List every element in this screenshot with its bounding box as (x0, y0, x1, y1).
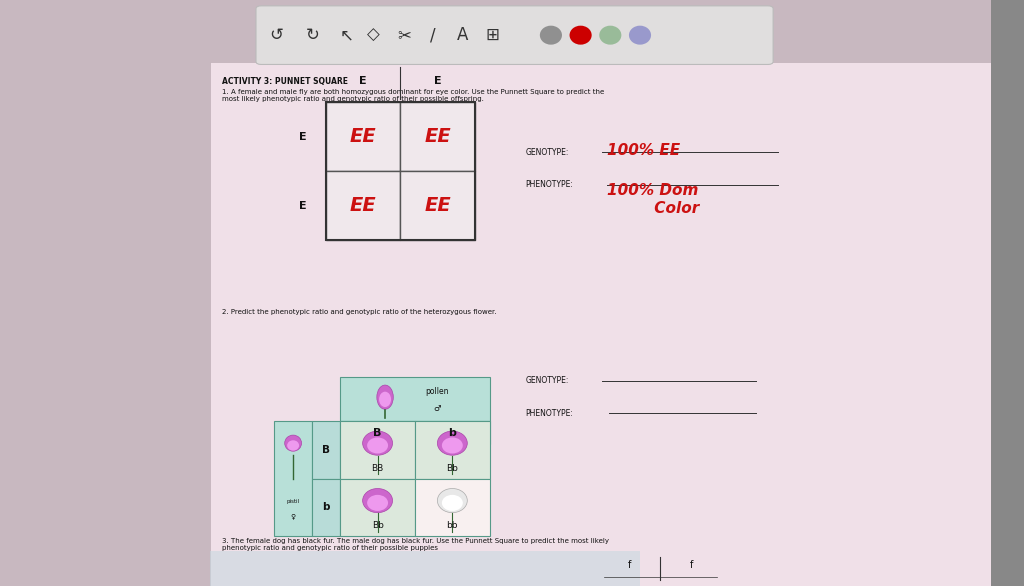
Text: ◇: ◇ (368, 26, 380, 44)
Text: Bb: Bb (446, 464, 459, 473)
Text: pistil: pistil (287, 499, 300, 504)
Text: BB: BB (372, 464, 384, 473)
Ellipse shape (362, 431, 392, 455)
Text: ACTIVITY 3: PUNNET SQUARE: ACTIVITY 3: PUNNET SQUARE (222, 77, 348, 86)
Text: ↻: ↻ (305, 26, 319, 44)
Text: E: E (434, 76, 441, 87)
Bar (340, 421, 415, 479)
Bar (415, 421, 489, 479)
Text: ✂: ✂ (397, 26, 412, 44)
Ellipse shape (379, 391, 391, 407)
Text: PHENOTYPE:: PHENOTYPE: (525, 408, 573, 418)
Text: EE: EE (349, 196, 377, 215)
Ellipse shape (368, 495, 388, 511)
Text: E: E (299, 131, 307, 142)
Text: /: / (430, 26, 436, 44)
Bar (415, 421, 489, 444)
Text: GENOTYPE:: GENOTYPE: (525, 376, 568, 386)
Ellipse shape (437, 489, 467, 513)
Ellipse shape (287, 440, 299, 451)
Text: B: B (322, 445, 330, 455)
Text: 100% Dom
         Color: 100% Dom Color (607, 183, 699, 216)
Text: 3. The female dog has black fur. The male dog has black fur. Use the Punnett Squ: 3. The female dog has black fur. The mal… (222, 538, 609, 551)
Bar (326, 102, 475, 240)
Ellipse shape (540, 26, 562, 45)
Bar (340, 377, 489, 421)
Text: pollen: pollen (426, 387, 450, 396)
Bar (400, 171, 475, 240)
Bar (274, 421, 311, 536)
Ellipse shape (569, 26, 592, 45)
Text: b: b (449, 428, 457, 438)
Bar (340, 479, 415, 536)
Text: ↺: ↺ (269, 26, 284, 44)
Text: B: B (374, 428, 382, 438)
Text: ⊞: ⊞ (485, 26, 500, 44)
Text: E: E (299, 200, 307, 211)
Text: ♀: ♀ (291, 513, 296, 519)
Ellipse shape (629, 26, 651, 45)
Text: ♂: ♂ (433, 404, 441, 413)
Bar (400, 102, 475, 171)
Text: ↖: ↖ (339, 26, 353, 44)
Ellipse shape (599, 26, 622, 45)
Ellipse shape (362, 489, 392, 513)
Text: EE: EE (424, 196, 452, 215)
Text: b: b (323, 502, 330, 513)
Ellipse shape (368, 437, 388, 454)
Bar (991, 0, 1024, 586)
Bar (311, 421, 340, 479)
Text: Bb: Bb (372, 522, 384, 530)
Ellipse shape (437, 431, 467, 455)
Ellipse shape (377, 385, 393, 409)
Text: GENOTYPE:: GENOTYPE: (525, 148, 568, 157)
Ellipse shape (285, 435, 301, 451)
Text: f: f (689, 560, 693, 571)
Bar (326, 102, 400, 171)
Text: EE: EE (424, 127, 452, 146)
Text: bb: bb (446, 522, 458, 530)
Bar (326, 171, 400, 240)
Text: 1. A female and male fly are both homozygous dominant for eye color. Use the Pun: 1. A female and male fly are both homozy… (222, 89, 604, 102)
Text: 2. Predict the phenotypic ratio and genotypic ratio of the heterozygous flower.: 2. Predict the phenotypic ratio and geno… (222, 309, 497, 315)
Text: 100% EE: 100% EE (607, 143, 680, 158)
Text: EE: EE (349, 127, 377, 146)
Bar (311, 479, 340, 536)
Text: E: E (359, 76, 367, 87)
Text: PHENOTYPE:: PHENOTYPE: (525, 180, 573, 189)
Ellipse shape (442, 437, 463, 454)
Bar (210, 551, 640, 586)
Bar (415, 479, 489, 536)
Bar (210, 62, 991, 586)
Ellipse shape (442, 495, 463, 511)
Text: A: A (457, 26, 469, 44)
FancyBboxPatch shape (256, 6, 773, 64)
Text: f: f (628, 560, 632, 571)
Bar (340, 421, 415, 444)
